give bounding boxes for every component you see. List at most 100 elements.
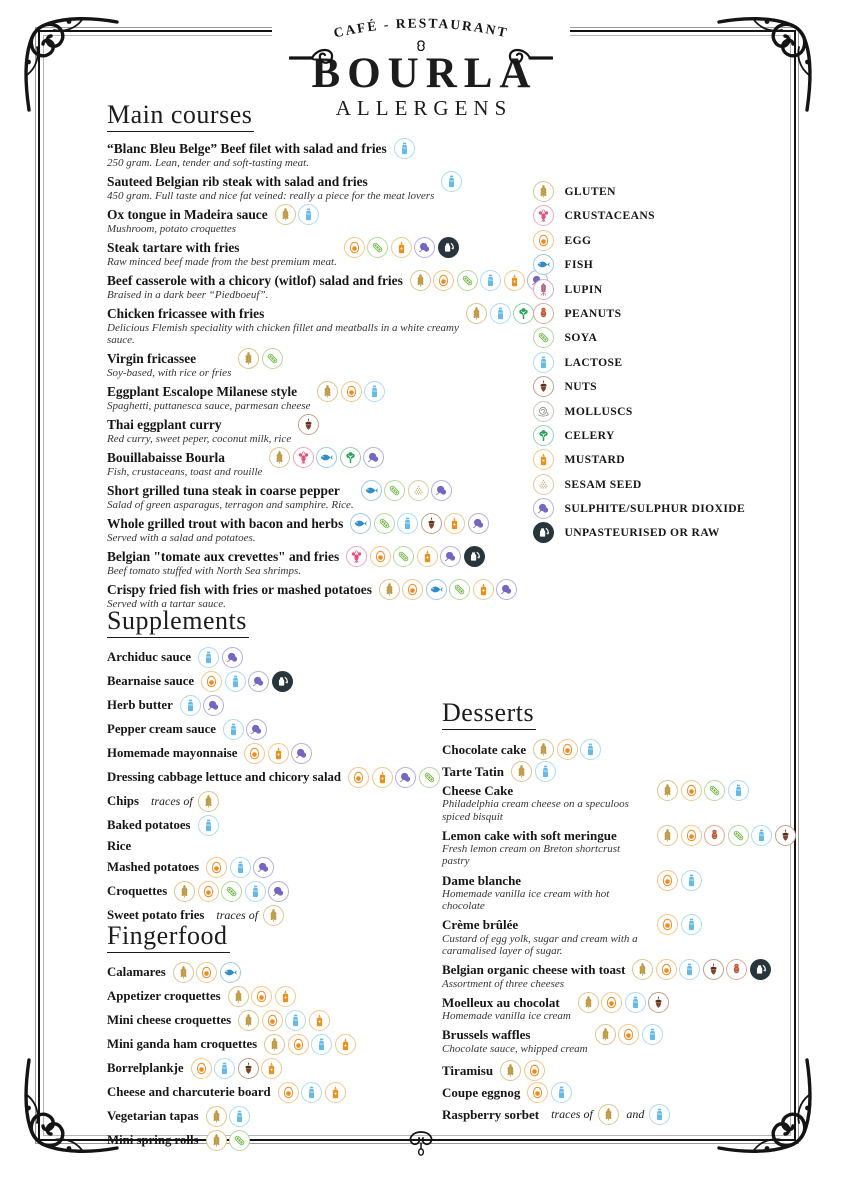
egg-icon [402,579,424,601]
dish-title: Sauteed Belgian rib steak with salad and… [107,173,368,189]
acorn-icon [533,376,554,398]
soy-pod-icon [221,880,243,902]
milk-bottle-icon [229,856,251,878]
dish-title: Calamares [107,965,166,980]
soy-pod-icon [373,513,395,535]
section-heading-desserts: Desserts [442,698,537,730]
restaurant-kicker: CAFÉ - RESTAURANT [332,15,508,40]
egg-icon [657,914,678,936]
menu-header: CAFÉ - RESTAURANT BOURLA ALLERGENS [272,10,570,125]
dish-text: Chocolate cake [442,742,526,757]
wheat-icon [274,203,296,225]
dish-subtitle: Red curry, sweet peper, coconut milk, ri… [107,432,292,445]
mustard-bottle-icon [390,236,412,258]
egg-icon [190,1058,212,1079]
dish-text: Dame blanche Homemade vanilla ice cream w… [442,873,650,913]
dish-text: Mini cheese croquettes [107,1013,231,1028]
dish-row: Mashed potatoes [107,856,547,878]
allergen-icon-strip [222,719,270,740]
allergen-icon-strip [346,546,487,568]
raw-milk-icon [271,671,293,692]
egg-icon [523,1059,545,1081]
dish-row: Thai eggplant curry Red curry, sweet pepe… [107,414,557,445]
restaurant-name: BOURLA [311,50,538,97]
allergen-icon-strip [350,513,491,535]
section-supplements: Supplements Archiduc sauce Bearnaise sauc… [107,606,547,929]
allergen-icon-strip [409,269,551,291]
wheat-icon [409,269,431,291]
wheat-icon [500,1059,522,1081]
legend-item-nuts: NUTS [533,376,745,398]
mustard-bottle-icon [503,269,525,291]
allergen-icon-strip [206,856,277,878]
dish-title: Chocolate cake [442,741,527,757]
egg-icon [197,880,219,902]
legend-label: SULPHITE/SULPHUR DIOXIDE [564,502,746,516]
dish-text: Belgian organic cheese with toast Assortm… [442,962,625,990]
dish-row: Mini cheese croquettes [107,1010,527,1031]
dish-subtitle: Philadelphia cream cheese on a speculoos… [442,798,629,823]
raw-milk-icon [533,522,554,544]
dish-row: Chocolate cake [442,739,842,760]
dish-text: Croquettes [107,884,167,899]
dish-row: Vegetarian tapas [107,1106,527,1127]
dish-text: Cheese and charcuterie board [107,1085,271,1100]
milk-bottle-icon [301,1082,323,1103]
corner-flourish-bottom-left [20,1057,120,1157]
legend-label: MOLLUSCS [564,404,633,418]
corner-flourish-bottom-right [716,1057,816,1157]
soy-pod-icon [367,236,389,258]
milk-bottle-icon [480,269,502,291]
allergen-icon-strip [227,986,299,1007]
mustard-bottle-icon [444,513,466,535]
lobster-icon [346,546,368,568]
allergen-icon-strip [632,959,773,981]
milk-bottle-icon [311,1034,333,1055]
milk-bottle-icon [680,869,702,891]
dish-title: Crispy fried fish with fries or mashed p… [107,582,372,598]
trace-text: traces of [551,1106,593,1121]
wheat-icon [511,761,533,782]
dish-row: Mini spring rolls [107,1130,527,1151]
egg-icon [206,856,228,878]
egg-icon [433,269,455,291]
celery-icon [533,424,554,446]
sulphite-icon [496,579,518,601]
dish-subtitle: Beef tomato stuffed with North Sea shrim… [107,564,302,577]
dish-text: Mini ganda ham croquettes [107,1037,257,1052]
dish-title: Cheese Cake [442,783,514,798]
egg-icon [556,739,578,760]
fish-icon [350,513,372,535]
dish-subtitle: Braised in a dark beer “Piedboeuf”. [107,288,269,301]
egg-icon [601,991,623,1013]
dish-text: Sauteed Belgian rib steak with salad and… [107,174,434,202]
milk-bottle-icon [489,302,511,324]
milk-bottle-icon [533,351,554,373]
dish-row: “Blanc Bleu Belge” Beef filet with salad… [107,138,557,169]
legend-item-mustard: MUSTARD [533,449,745,471]
legend-item-gluten: GLUTEN [533,181,745,202]
soy-pod-icon [261,348,283,370]
soy-pod-icon [456,269,478,291]
dish-text: “Blanc Bleu Belge” Beef filet with salad… [107,141,387,169]
dish-text: Coupe eggnog [442,1085,520,1100]
sulphite-icon [363,447,385,469]
peanut-icon [533,302,554,324]
dish-text: Pepper cream sauce [107,722,216,737]
dish-text: Lemon cake with soft meringue Fresh lemon… [442,828,650,868]
mustard-bottle-icon [416,546,438,568]
dish-text: Baked potatoes [107,818,191,833]
dish-text: Chips [107,794,139,809]
legend-item-sulphite: SULPHITE/SULPHUR DIOXIDE [533,498,746,520]
fish-icon [316,447,338,469]
peanut-icon [726,959,748,981]
allergen-icon-strip [179,695,227,716]
legend-item-lactose: LACTOSE [533,351,745,373]
supplements-list: Archiduc sauce Bearnaise sauce Herb butter… [107,647,547,926]
allergen-icon-strip: traces of and [546,1103,673,1125]
dish-title: Thai eggplant curry [107,417,222,433]
dish-title: Raspberry sorbet [442,1106,540,1122]
allergen-icon-strip [190,1058,285,1079]
allergen-icon-strip [197,815,222,836]
